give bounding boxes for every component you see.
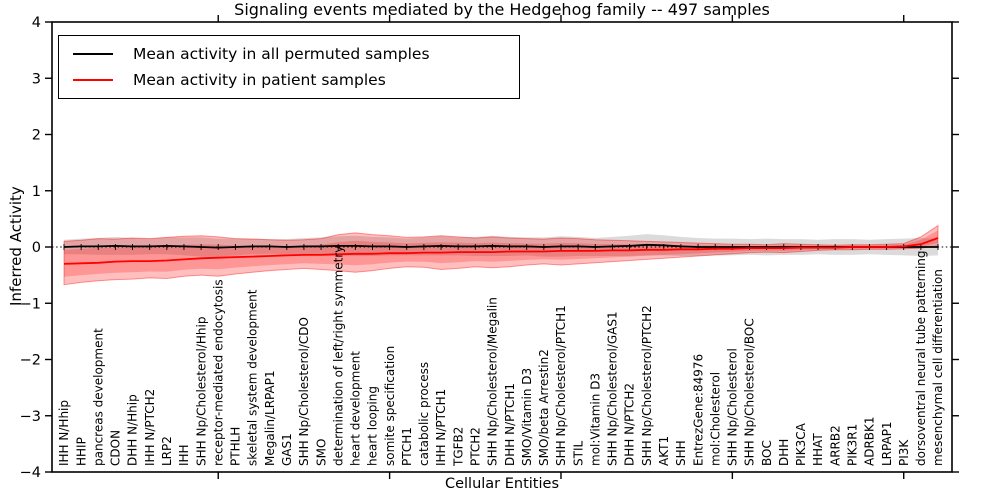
x-tick-label: PTCH2: [469, 427, 483, 466]
x-tick-label: STIL: [571, 441, 585, 466]
x-axis-label: Cellular Entities: [444, 476, 560, 492]
x-tick-label: SHH Np/Cholesterol/CDO: [297, 317, 311, 466]
y-tick-label: −4: [20, 465, 41, 481]
x-tick-label: PTCH1: [400, 427, 414, 466]
x-tick-label: AKT1: [657, 436, 671, 466]
x-tick-label: SHH Np/Cholesterol: [726, 348, 740, 466]
permuted-line-sample: [73, 52, 113, 55]
x-tick-label: SHH Np/Cholesterol/BOC: [743, 318, 757, 466]
x-tick-label: PI3K: [897, 439, 911, 466]
x-tick-label: heart development: [349, 351, 363, 466]
x-tick-label: EntrezGene:84976: [691, 354, 705, 466]
x-tick-label: IHH: [177, 444, 191, 466]
legend-label-permuted: Mean activity in all permuted samples: [133, 44, 430, 63]
x-tick-label: mol:Vitamin D3: [589, 373, 603, 466]
x-tick-label: receptor-mediated endocytosis: [211, 279, 225, 466]
x-tick-label: TGFB2: [451, 427, 465, 467]
plot-border: [51, 21, 953, 473]
x-tick-label: HHAT: [811, 433, 825, 466]
x-tick-label: PTHLH: [229, 427, 243, 466]
y-tick-label: 0: [32, 240, 41, 256]
x-tick-label: SMO/Vitamin D3: [520, 368, 534, 466]
chart-title: Signaling events mediated by the Hedgeho…: [234, 0, 770, 19]
patient-line-sample: [73, 79, 113, 82]
x-tick-label: SMO/beta Arrestin2: [537, 349, 551, 466]
y-tick-label: 3: [32, 71, 41, 87]
x-tick-label: LRPAP1: [880, 421, 894, 466]
x-tick-label: SHH Np/Cholesterol/GAS1: [606, 311, 620, 466]
x-tick-label: heart looping: [366, 386, 380, 466]
x-tick-label: ARRB2: [828, 425, 842, 466]
y-tick-label: 4: [32, 15, 41, 31]
y-tick-label: −2: [20, 353, 41, 369]
x-tick-label: determination of left/right symmetry: [331, 246, 345, 466]
x-tick-label: LRP2: [160, 436, 174, 466]
y-tick-label: −3: [20, 409, 41, 425]
x-tick-label: SHH Np/Cholesterol/PTCH1: [554, 305, 568, 466]
x-tick-label: DHH N/Hhip: [126, 394, 140, 466]
x-tick-label: BOC: [760, 440, 774, 466]
x-tick-label: skeletal system development: [246, 289, 260, 466]
legend-row-patient: Mean activity in patient samples: [73, 71, 519, 89]
x-tick-label: catabolic process: [417, 362, 431, 466]
x-tick-label: HHIP: [74, 437, 88, 466]
x-tick-label: SHH: [674, 440, 688, 466]
legend-row-permuted: Mean activity in all permuted samples: [73, 45, 519, 63]
x-tick-label: mol:Cholesterol: [708, 372, 722, 466]
y-tick-label: 1: [32, 184, 41, 200]
x-tick-label: IHH N/PTCH1: [434, 389, 448, 466]
x-tick-label: DHH: [777, 439, 791, 466]
x-tick-label: SHH Np/Cholesterol/Hhip: [194, 317, 208, 466]
x-tick-label: ADRBK1: [863, 416, 877, 466]
legend-label-patient: Mean activity in patient samples: [133, 71, 386, 90]
x-tick-label: DHH N/PTCH2: [623, 383, 637, 466]
x-tick-label: DHH N/PTCH1: [503, 383, 517, 466]
x-tick-label: Megalin/LRPAP1: [263, 370, 277, 466]
y-tick-label: 2: [32, 128, 41, 144]
x-tick-label: SMO: [314, 439, 328, 466]
x-tick-label: SHH Np/Cholesterol/Megalin: [486, 297, 500, 466]
x-tick-label: somite specification: [383, 346, 397, 466]
x-tick-label: PIK3R1: [846, 424, 860, 466]
x-tick-label: dorsoventral neural tube patterning: [914, 250, 928, 466]
patient-mean-line: [63, 237, 939, 265]
x-tick-label: mesenchymal cell differentiation: [931, 269, 945, 466]
x-tick-label: PIK3CA: [794, 422, 808, 466]
patient-std-band-inner: [64, 230, 938, 277]
x-tick-label: pancreas development: [92, 328, 106, 466]
x-tick-label: CDON: [109, 430, 123, 466]
x-tick-label: GAS1: [280, 433, 294, 466]
x-tick-label: SHH Np/Cholesterol/PTCH2: [640, 305, 654, 466]
y-axis-label: Inferred Activity: [7, 186, 25, 306]
x-tick-label: IHH N/Hhip: [57, 400, 71, 466]
x-tick-label: IHH N/PTCH2: [143, 389, 157, 466]
legend: Mean activity in all permuted samples Me…: [58, 35, 520, 99]
y-tick-label: −1: [20, 296, 41, 312]
